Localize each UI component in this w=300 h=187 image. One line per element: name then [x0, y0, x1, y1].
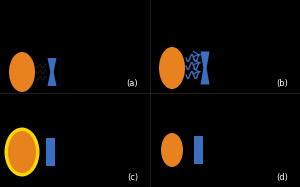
Text: (a): (a) — [126, 79, 138, 88]
Ellipse shape — [4, 128, 40, 177]
Ellipse shape — [161, 133, 183, 167]
PathPatch shape — [47, 58, 56, 86]
Bar — [194, 136, 202, 164]
Text: (d): (d) — [276, 173, 288, 182]
Text: (c): (c) — [127, 173, 138, 182]
Ellipse shape — [159, 47, 185, 89]
Ellipse shape — [8, 131, 36, 173]
PathPatch shape — [200, 51, 209, 85]
Ellipse shape — [9, 52, 35, 92]
Bar — [46, 138, 55, 166]
Text: (b): (b) — [276, 79, 288, 88]
